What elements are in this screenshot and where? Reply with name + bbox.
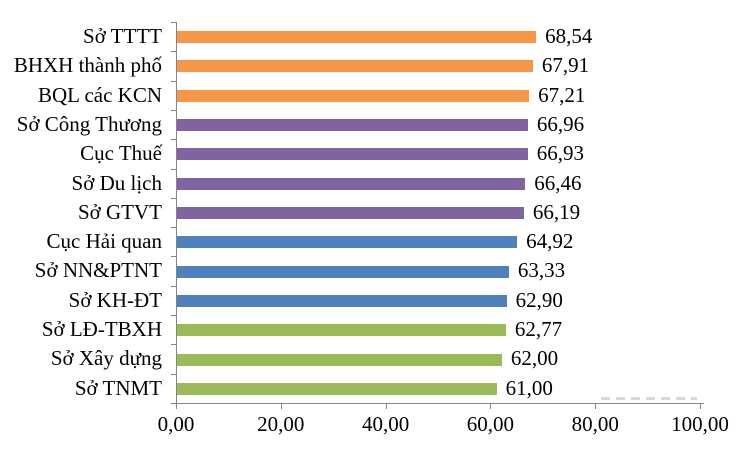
category-label: Sở NN&PTNT xyxy=(34,258,162,283)
category-label: Cục Thuế xyxy=(80,141,162,166)
bar-row: Cục Thuế 66,93 xyxy=(0,139,750,168)
value-label: 64,92 xyxy=(526,229,574,254)
bar-orange xyxy=(177,89,530,102)
bar-row: Sở GTVT 66,19 xyxy=(0,198,750,227)
bar-purple xyxy=(177,148,528,161)
value-label: 67,21 xyxy=(538,82,586,107)
bar-row: BHXH thành phố 67,91 xyxy=(0,51,750,80)
bar-row: Cục Hải quan 64,92 xyxy=(0,227,750,256)
bar-purple xyxy=(177,119,528,132)
bar-row: Sở Du lịch 66,46 xyxy=(0,169,750,198)
bar-orange xyxy=(177,31,537,44)
y-tick-mark xyxy=(171,168,176,170)
y-tick-mark xyxy=(171,51,176,53)
y-tick-mark xyxy=(171,373,176,375)
y-tick-mark xyxy=(171,139,176,141)
bar-row: BQL các KCN 67,21 xyxy=(0,81,750,110)
x-tick-label: 40,00 xyxy=(361,412,410,436)
category-label: Sở LĐ-TBXH xyxy=(41,317,162,342)
y-tick-mark xyxy=(171,315,176,317)
x-tick-label: 80,00 xyxy=(571,412,619,436)
category-label: Sở KH-ĐT xyxy=(68,287,162,312)
y-tick-mark xyxy=(171,344,176,346)
category-label: Sở TNMT xyxy=(74,375,162,400)
y-tick-mark xyxy=(171,80,176,82)
bar-purple xyxy=(177,206,524,219)
value-label: 63,33 xyxy=(517,258,566,283)
category-label: Sở Xây dựng xyxy=(50,346,162,371)
value-label: 66,96 xyxy=(536,111,585,136)
x-tick-label: 0,00 xyxy=(157,412,195,436)
y-tick-mark xyxy=(171,227,176,229)
x-tick-mark xyxy=(700,404,701,409)
category-label: Sở Du lịch xyxy=(71,170,162,195)
y-tick-mark xyxy=(171,109,176,111)
y-axis-line xyxy=(176,22,177,403)
value-label: 66,46 xyxy=(534,170,582,195)
value-label: 62,77 xyxy=(514,317,563,342)
bar-green xyxy=(177,324,506,337)
value-label: 62,90 xyxy=(515,287,563,312)
value-label: 61,00 xyxy=(505,375,553,400)
y-tick-mark xyxy=(171,256,176,258)
category-label: BHXH thành phố xyxy=(13,53,162,78)
x-tick-label: 60,00 xyxy=(466,412,515,436)
category-label: BQL các KCN xyxy=(37,82,162,107)
bar-purple xyxy=(177,177,526,190)
watermark-remnant xyxy=(601,397,697,400)
bar-row: Sở LĐ-TBXH 62,77 xyxy=(0,315,750,344)
bar-green xyxy=(177,353,502,366)
x-tick-label: 100,00 xyxy=(671,412,729,436)
bar-green xyxy=(177,382,497,395)
category-label: Sở GTVT xyxy=(77,199,162,224)
bar-row: Sở KH-ĐT 62,90 xyxy=(0,286,750,315)
y-tick-mark xyxy=(171,22,176,23)
category-label: Sở Công Thương xyxy=(16,111,162,136)
x-tick-mark xyxy=(385,404,387,409)
x-tick-mark xyxy=(490,404,492,409)
bar-row: Sở TTTT 68,54 xyxy=(0,22,750,51)
x-tick-mark xyxy=(595,404,597,409)
bar-row: Sở NN&PTNT 63,33 xyxy=(0,256,750,285)
value-label: 67,91 xyxy=(541,53,590,78)
value-label: 66,19 xyxy=(532,199,581,224)
bar-row: Sở Công Thương 66,96 xyxy=(0,110,750,139)
y-tick-mark xyxy=(171,403,176,404)
x-axis-line xyxy=(176,403,704,404)
bar-orange xyxy=(177,60,533,73)
category-label: Cục Hải quan xyxy=(46,229,162,254)
bar-blue xyxy=(177,294,507,307)
y-tick-mark xyxy=(171,285,176,287)
x-tick-mark xyxy=(280,404,282,409)
bar-row: Sở TNMT 61,00 xyxy=(0,374,750,403)
value-label: 66,93 xyxy=(536,141,584,166)
bar-blue xyxy=(177,265,509,278)
value-label: 62,00 xyxy=(510,346,559,371)
x-tick-mark xyxy=(176,404,177,409)
x-tick-label: 20,00 xyxy=(257,412,305,436)
category-label: Sở TTTT xyxy=(83,24,162,48)
bar-row: Sở Xây dựng 62,00 xyxy=(0,344,750,373)
y-tick-mark xyxy=(171,197,176,199)
bar-blue xyxy=(177,236,518,249)
value-label: 68,54 xyxy=(545,24,593,48)
